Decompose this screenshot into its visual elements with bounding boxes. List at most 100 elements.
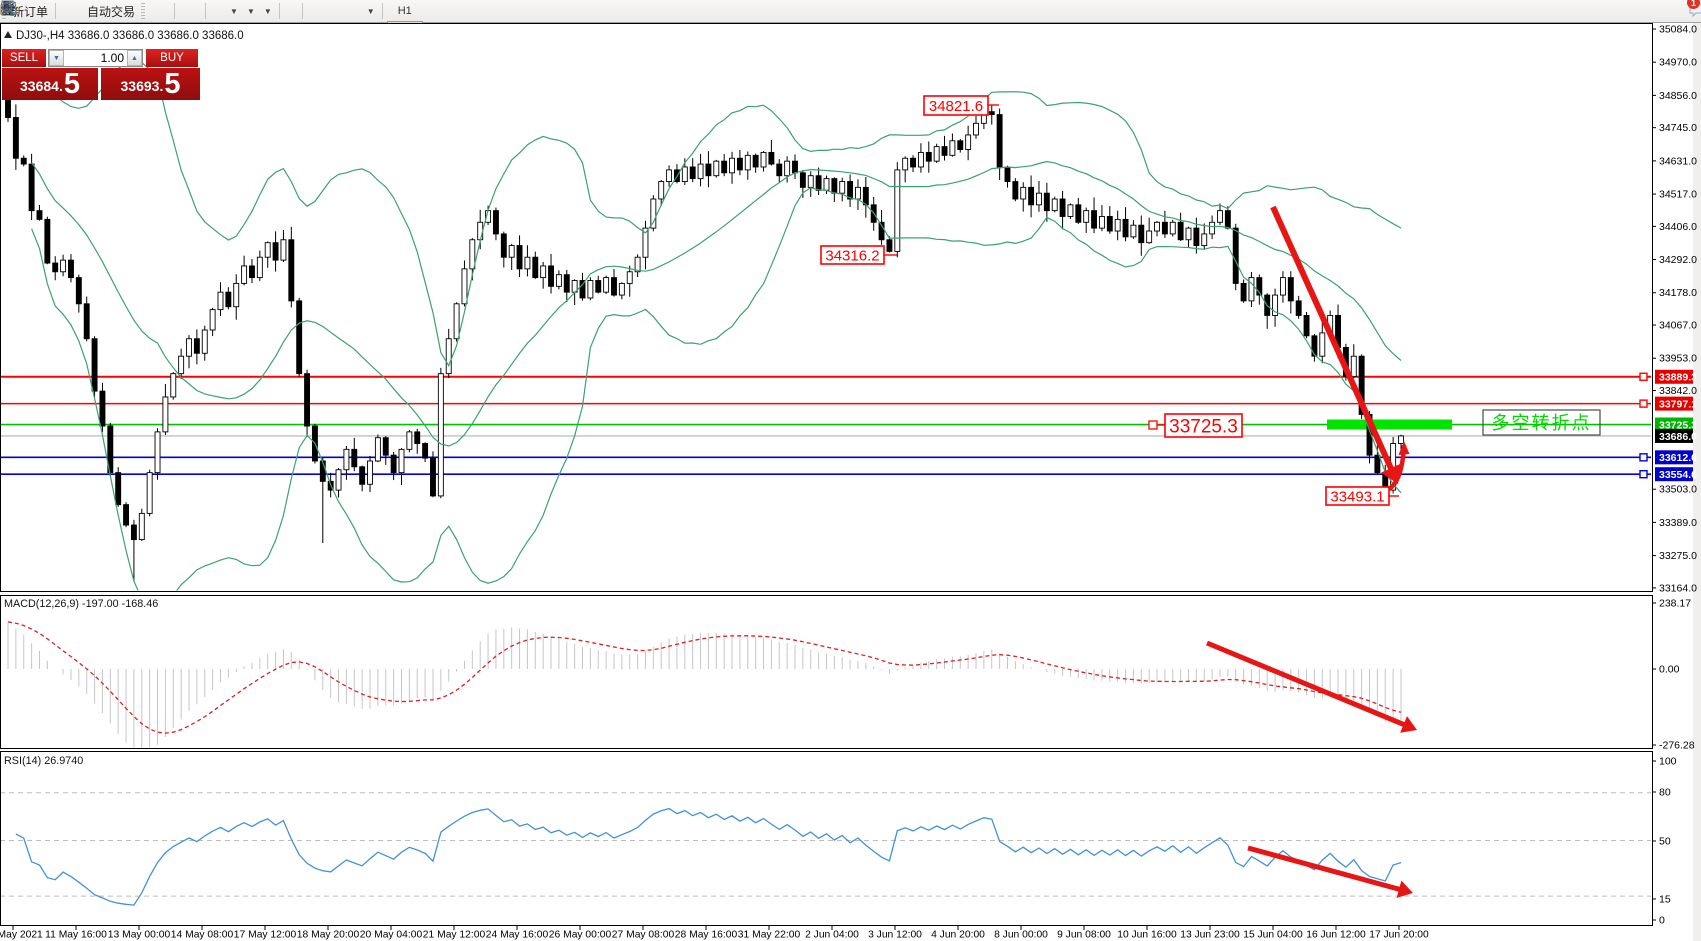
toolbar-separator [205, 3, 207, 19]
candle-body [453, 303, 460, 340]
turning-point-label-text[interactable]: 多空转折点 [1492, 413, 1592, 433]
candle-body [422, 443, 429, 459]
buy-price-panel[interactable]: 33693. 5 [101, 68, 200, 100]
search-button[interactable] [1, 0, 1687, 22]
one-click-trading-panel: SELL ▼ ▲ BUY 33684. 5 33693. 5 [2, 49, 200, 100]
candle-body [209, 309, 216, 331]
candle-body [178, 355, 185, 375]
candle-body [1067, 204, 1074, 217]
price-annotation-text[interactable]: 34316.2 [825, 247, 879, 264]
candle-body [1091, 210, 1098, 229]
macd-axis-label: 238.17 [1659, 598, 1691, 610]
price-annotation-text[interactable]: 33725.3 [1169, 416, 1238, 437]
price-annotation-box[interactable] [1164, 413, 1243, 438]
time-label: 8 Jun 00:00 [994, 930, 1048, 941]
time-label: 16 Jun 12:00 [1306, 930, 1366, 941]
line-handle[interactable] [1639, 470, 1648, 479]
rsi-pane [0, 751, 1653, 926]
axis-label: 34517.0 [1659, 189, 1697, 201]
axis-price-badge-text: 33889.3 [1659, 372, 1697, 384]
candle-body [886, 239, 893, 252]
price-annotation-text[interactable]: 34821.6 [929, 98, 983, 115]
sell-price-pips: 5 [63, 68, 80, 100]
line-handle[interactable] [1639, 399, 1648, 408]
text-tool[interactable]: A [2, 0, 354, 22]
toolbar-separator [381, 3, 383, 19]
candle-body [162, 396, 169, 433]
price-annotation-box[interactable] [1325, 486, 1390, 506]
candle-body [752, 154, 759, 168]
candle-body [516, 245, 523, 270]
sell-price-panel[interactable]: 33684. 5 [2, 68, 98, 100]
axis-label: 33164.0 [1659, 582, 1697, 594]
buy-button[interactable]: BUY [146, 49, 198, 67]
turning-point-label-box[interactable] [1482, 409, 1601, 436]
axis-label: 34970.0 [1659, 57, 1697, 69]
candle-body [973, 122, 979, 136]
price-annotation-box[interactable] [820, 245, 885, 265]
candle-body [721, 160, 728, 174]
candle-body [1004, 166, 1011, 182]
volume-decrease-button[interactable]: ▼ [49, 50, 64, 66]
toolbar-grip[interactable] [141, 3, 146, 19]
time-label: 21 May 12:00 [423, 930, 486, 941]
time-label: 27 May 08:00 [612, 930, 675, 941]
candle-body [469, 239, 476, 270]
macd-signal-line [7, 621, 1402, 734]
candle-body [445, 338, 452, 375]
candle-body [390, 454, 397, 474]
axis-label: 34178.0 [1659, 287, 1697, 299]
candle-body [241, 265, 248, 284]
volume-input[interactable] [64, 50, 127, 66]
candle-body [406, 431, 413, 450]
time-label: 24 May 16:00 [486, 930, 549, 941]
chevron-down-icon: ▼ [263, 6, 272, 16]
volume-control: ▼ ▲ [48, 49, 143, 67]
annotation-handle[interactable] [1148, 420, 1158, 430]
macd-axis-label: 0.00 [1659, 664, 1680, 676]
candle-body [634, 256, 641, 273]
volume-increase-button[interactable]: ▲ [127, 50, 142, 66]
price-annotation-box[interactable] [923, 95, 989, 116]
candle-body [965, 134, 972, 150]
macd-axis-label: -276.28 [1659, 740, 1695, 752]
candle-body [296, 300, 303, 375]
candle-body [1193, 227, 1200, 247]
chevron-down-icon: ▼ [246, 6, 255, 16]
sell-button[interactable]: SELL [2, 49, 46, 67]
candle-body [1028, 186, 1035, 206]
candle-body [1303, 314, 1310, 337]
candle-body [878, 221, 885, 241]
time-label: 3 Jun 12:00 [868, 930, 922, 941]
support-highlight-bar[interactable] [1327, 419, 1452, 430]
price-annotation-text[interactable]: 33493.1 [1330, 488, 1384, 505]
candle-body [272, 242, 279, 261]
time-label: 11 May 16:00 [45, 930, 107, 941]
candle-body [1295, 300, 1302, 316]
candle-body [382, 437, 389, 456]
line-handle[interactable] [1639, 453, 1648, 462]
candle-body [1279, 277, 1286, 296]
axis-price-badge-text: 33686.0 [1659, 431, 1697, 443]
candle-body [532, 256, 539, 279]
tab-timeframe-H1[interactable]: H1 [397, 5, 412, 17]
candle-body [540, 265, 547, 279]
candle-body [729, 157, 735, 174]
candle-body [1012, 181, 1019, 200]
notifications-button[interactable]: 1 [1687, 0, 1701, 22]
candle-body [1287, 277, 1294, 302]
downtrend-arrow-macd[interactable] [1206, 640, 1417, 733]
time-label: 31 May 22:00 [738, 930, 801, 941]
line-handle[interactable] [1639, 372, 1648, 381]
candle-body [367, 460, 373, 485]
candle-body [941, 146, 948, 156]
price-axis[interactable]: 35084.0 34970.0 34856.0 34745.0 34631.0 34517… [1652, 24, 1697, 927]
candle-body [374, 437, 381, 462]
candle-body [1358, 355, 1365, 415]
downtrend-arrow-rsi[interactable] [1247, 845, 1413, 898]
candle-body [996, 114, 1003, 168]
rsi-line [15, 807, 1402, 906]
